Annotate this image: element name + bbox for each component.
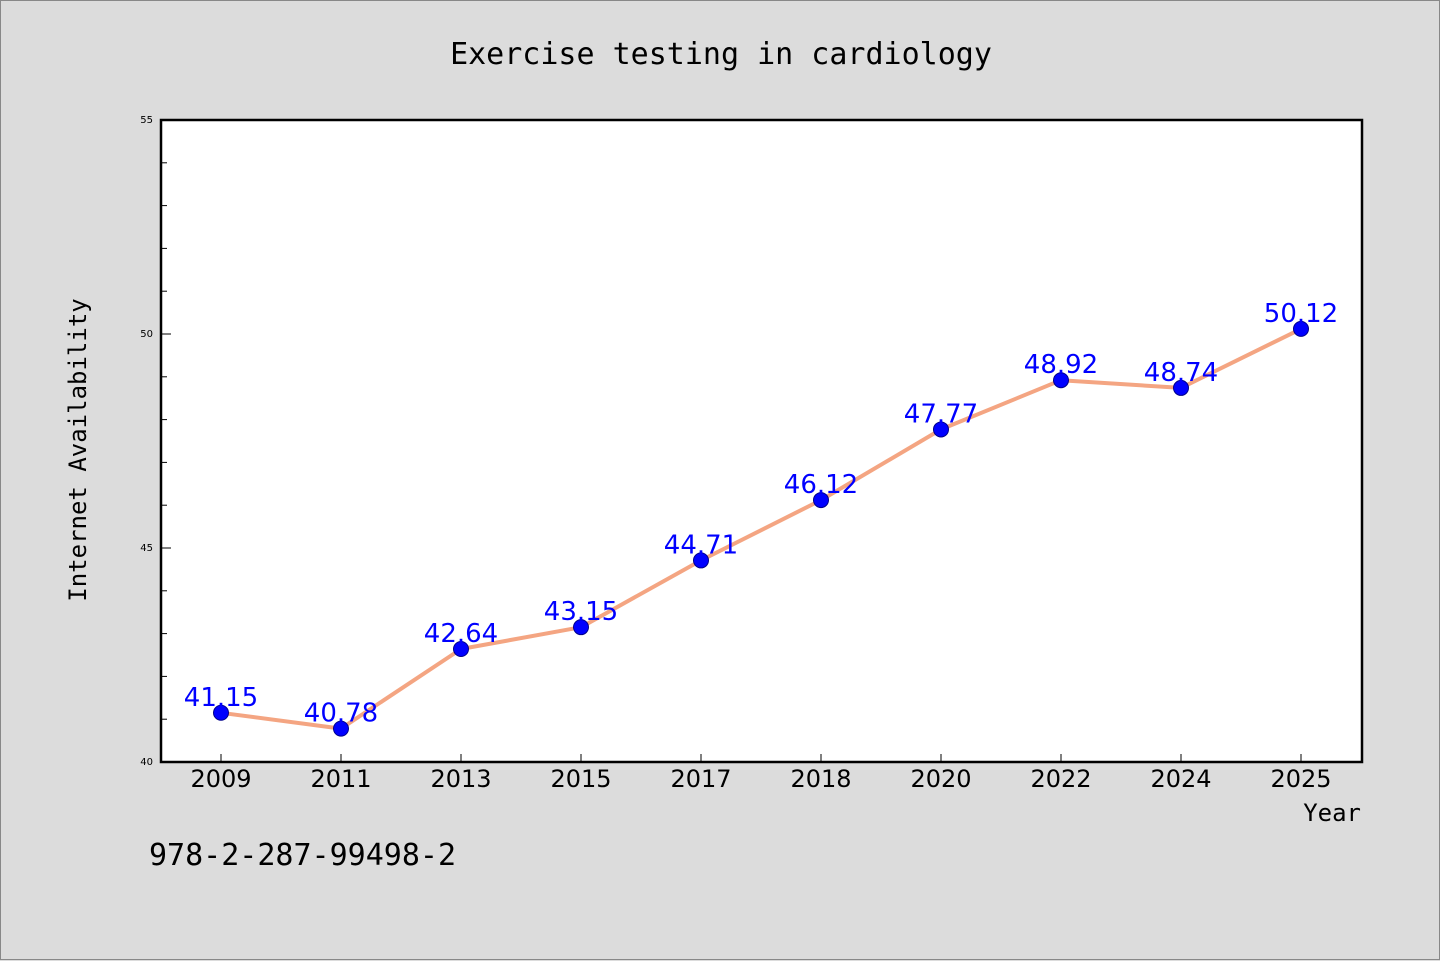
data-label: 42.64 <box>424 619 498 649</box>
x-tick-label: 2020 <box>910 765 971 793</box>
x-tick-label: 2011 <box>310 765 371 793</box>
data-point <box>213 704 229 721</box>
data-point <box>453 641 469 658</box>
chart-title: Exercise testing in cardiology <box>450 37 992 72</box>
x-tick-label: 2017 <box>670 765 731 793</box>
series-line <box>219 326 1303 731</box>
data-labels: 41.15 40.78 42.64 43.15 44.71 46.12 47.77 48.92… <box>184 299 1338 729</box>
data-point <box>813 492 829 509</box>
footer-identifier: 978-2-287-99498-2 <box>149 838 456 873</box>
x-tick-label: 2015 <box>550 765 611 793</box>
x-tick-label: 2009 <box>190 765 251 793</box>
data-label: 48.92 <box>1024 350 1098 380</box>
data-label: 43.15 <box>544 597 618 627</box>
y-axis: 40 45 50 55 <box>140 115 171 768</box>
data-point <box>333 720 349 737</box>
data-point <box>573 619 589 636</box>
data-label: 50.12 <box>1264 299 1338 329</box>
x-tick-label: 2024 <box>1150 765 1211 793</box>
data-label: 47.77 <box>904 399 978 429</box>
data-label: 44.71 <box>664 530 738 560</box>
data-label: 48.74 <box>1144 358 1218 388</box>
y-axis-label: Internet Availability <box>64 298 92 601</box>
x-tick-label: 2022 <box>1030 765 1091 793</box>
y-tick-label: 55 <box>140 115 153 126</box>
data-point <box>1173 379 1189 396</box>
data-point <box>1293 320 1309 337</box>
data-label: 40.78 <box>304 699 378 729</box>
data-label: 41.15 <box>184 683 258 713</box>
x-tick-label: 2025 <box>1270 765 1331 793</box>
plot-area <box>159 118 1364 764</box>
data-point <box>1053 372 1069 389</box>
series-markers <box>213 320 1309 737</box>
data-point <box>693 552 709 569</box>
data-label: 46.12 <box>784 470 858 500</box>
x-axis-label: Year <box>1303 799 1361 827</box>
y-tick-label: 40 <box>140 757 153 768</box>
x-tick-label: 2018 <box>790 765 851 793</box>
data-point <box>933 421 949 438</box>
x-axis: 2009 2011 2013 2015 2017 2018 2020 2022 2024 2025 <box>190 754 1332 793</box>
x-tick-label: 2013 <box>430 765 491 793</box>
y-tick-label: 50 <box>140 329 153 340</box>
y-tick-label: 45 <box>140 543 153 554</box>
